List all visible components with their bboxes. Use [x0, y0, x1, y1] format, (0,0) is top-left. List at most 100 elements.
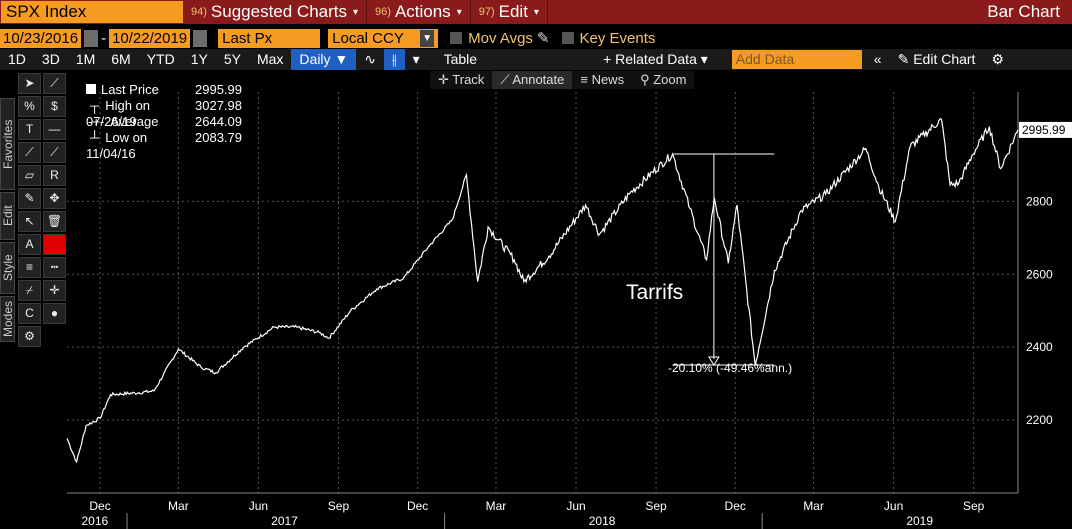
- text-tool-icon[interactable]: T: [18, 119, 41, 140]
- period-5y[interactable]: 5Y: [223, 51, 241, 67]
- y-tick-label: 2200: [1026, 413, 1053, 427]
- chevron-down-icon: ▾: [533, 6, 539, 18]
- key-events-label: Key Events: [579, 29, 656, 47]
- x-tick-label: Mar: [803, 499, 824, 513]
- legend-label: Low on 11/04/16: [86, 130, 148, 161]
- track-tool[interactable]: ✛ Track: [438, 72, 485, 87]
- y-tick-label: 2600: [1026, 267, 1053, 281]
- pencil-icon: ✎: [897, 51, 914, 67]
- menu-label: Edit: [498, 2, 528, 21]
- line-style-icon[interactable]: ∿: [364, 51, 377, 67]
- mov-avgs-label: Mov Avgs: [468, 29, 533, 47]
- cursor-icon[interactable]: ➤: [18, 73, 41, 94]
- colors-icon[interactable]: ●: [43, 303, 66, 324]
- period-1d[interactable]: 1D: [8, 51, 26, 67]
- zoom-label: Zoom: [653, 72, 687, 87]
- suggested-charts-menu[interactable]: 94) Suggested Charts ▾: [183, 0, 366, 24]
- chevron-down-icon: ▾: [353, 6, 359, 18]
- ray-icon[interactable]: ⟋: [43, 142, 66, 163]
- horizontal-line-icon[interactable]: —: [43, 119, 66, 140]
- collapse-icon[interactable]: «: [873, 51, 882, 67]
- zoom-tool[interactable]: ⚲ Zoom: [640, 72, 687, 87]
- font-icon[interactable]: A: [18, 234, 41, 255]
- period-ytd[interactable]: YTD: [146, 51, 175, 67]
- end-date-field[interactable]: 10/22/2019: [109, 28, 191, 48]
- retracement-icon[interactable]: R: [43, 165, 66, 186]
- legend-value: 2644.09: [195, 114, 242, 129]
- frequency-select[interactable]: Daily ▼: [291, 49, 357, 70]
- legend-swatch: [86, 84, 96, 94]
- menu-number: 94): [191, 6, 207, 18]
- related-data-button[interactable]: + Related Data ▾: [603, 51, 708, 67]
- percent-icon[interactable]: %: [18, 96, 41, 117]
- x-tick-label: Dec: [725, 499, 746, 513]
- menu-number: 96): [375, 6, 391, 18]
- table-button[interactable]: Table: [443, 51, 478, 67]
- period-3d[interactable]: 3D: [41, 51, 60, 67]
- chevron-down-icon: ▼: [420, 29, 435, 47]
- color-swatch-icon[interactable]: [43, 234, 66, 255]
- y-tick-label: 2800: [1026, 194, 1053, 208]
- legend-label: Last Price: [101, 82, 159, 97]
- key-events-checkbox[interactable]: [561, 32, 574, 44]
- field-select[interactable]: Last Px: [218, 28, 321, 48]
- chevron-down-icon[interactable]: ▾: [412, 51, 420, 67]
- trendline-icon[interactable]: ⟋: [18, 142, 41, 163]
- y-tick-label: 2400: [1026, 340, 1053, 354]
- channel-icon[interactable]: ▱: [18, 165, 41, 186]
- legend-item: ┬ High on 07/26/19 3027.98: [86, 98, 242, 129]
- line-style-icon[interactable]: ┅: [43, 257, 66, 278]
- period-6m[interactable]: 6M: [111, 51, 131, 67]
- pen-icon[interactable]: ✎: [18, 188, 41, 209]
- date-separator: -: [101, 29, 107, 47]
- edit-chart-button[interactable]: ✎ Edit Chart: [890, 49, 984, 70]
- low-marker-icon: ┴: [90, 130, 100, 145]
- start-date-field[interactable]: 10/23/2016: [0, 28, 82, 48]
- gear-icon[interactable]: ⚙: [18, 326, 41, 347]
- select-plus-icon[interactable]: ↖: [18, 211, 41, 232]
- x-tick-label: Dec: [89, 499, 110, 513]
- ticker-field[interactable]: SPX Index: [1, 1, 183, 23]
- drawing-tools: ➤ ⟋ % $ T — ⟋ ⟋ ▱ R ✎ ✥ ↖ 🗑 A ≡ ┅ ⌿ ✛ C …: [18, 73, 68, 347]
- year-label: 2017: [271, 514, 298, 528]
- tarrifs-annotation[interactable]: Tarrifs: [626, 281, 683, 304]
- year-label: 2018: [589, 514, 616, 528]
- line-tool-icon[interactable]: ⟋: [43, 73, 66, 94]
- gear-icon[interactable]: ⚙: [991, 51, 1005, 67]
- dollar-icon[interactable]: $: [43, 96, 66, 117]
- menu-label: Actions: [394, 2, 451, 21]
- menu-number: 97): [478, 6, 495, 18]
- drawdown-measure: -20.10% (-49.46%ann.): [668, 361, 792, 375]
- grid: [67, 92, 1018, 493]
- period-max[interactable]: Max: [256, 51, 284, 67]
- x-tick-label: Jun: [884, 499, 903, 513]
- currency-select[interactable]: Local CCY ▼: [328, 28, 439, 48]
- trash-icon[interactable]: 🗑: [43, 211, 66, 232]
- last-price-tag-label: 2995.99: [1022, 123, 1066, 137]
- period-toolbar: 1D 3D 1M 6M YTD 1Y 5Y Max Daily ▼ ∿ ⫲ ▾ …: [0, 49, 1072, 70]
- x-tick-label: Dec: [407, 499, 428, 513]
- period-1m[interactable]: 1M: [75, 51, 96, 67]
- magnet-icon[interactable]: C: [18, 303, 41, 324]
- eraser-icon[interactable]: ⌿: [18, 280, 41, 301]
- calendar-icon[interactable]: [84, 29, 99, 47]
- add-data-input[interactable]: Add Data: [731, 50, 862, 69]
- year-label: 2019: [906, 514, 933, 528]
- news-tool[interactable]: ≡ News: [580, 72, 625, 87]
- move-icon[interactable]: ✥: [43, 188, 66, 209]
- actions-menu[interactable]: 96) Actions ▾: [367, 0, 470, 24]
- x-tick-label: Sep: [645, 499, 667, 513]
- legend: Last Price 2995.99 ┬ High on 07/26/19 3027.…: [86, 82, 242, 161]
- drawdown-arrowhead-icon: [708, 356, 720, 366]
- calendar-icon[interactable]: [193, 29, 208, 47]
- crosshair-icon[interactable]: ✛: [43, 280, 66, 301]
- pencil-icon[interactable]: ✎: [536, 30, 550, 47]
- legend-value: 2083.79: [195, 130, 242, 145]
- line-weight-icon[interactable]: ≡: [18, 257, 41, 278]
- edit-menu[interactable]: 97) Edit ▾: [471, 0, 547, 24]
- mov-avgs-checkbox[interactable]: [450, 32, 463, 44]
- annotate-tool[interactable]: ⟋ Annotate: [492, 71, 573, 89]
- bar-style-icon[interactable]: ⫲: [384, 49, 405, 70]
- period-1y[interactable]: 1Y: [190, 51, 208, 67]
